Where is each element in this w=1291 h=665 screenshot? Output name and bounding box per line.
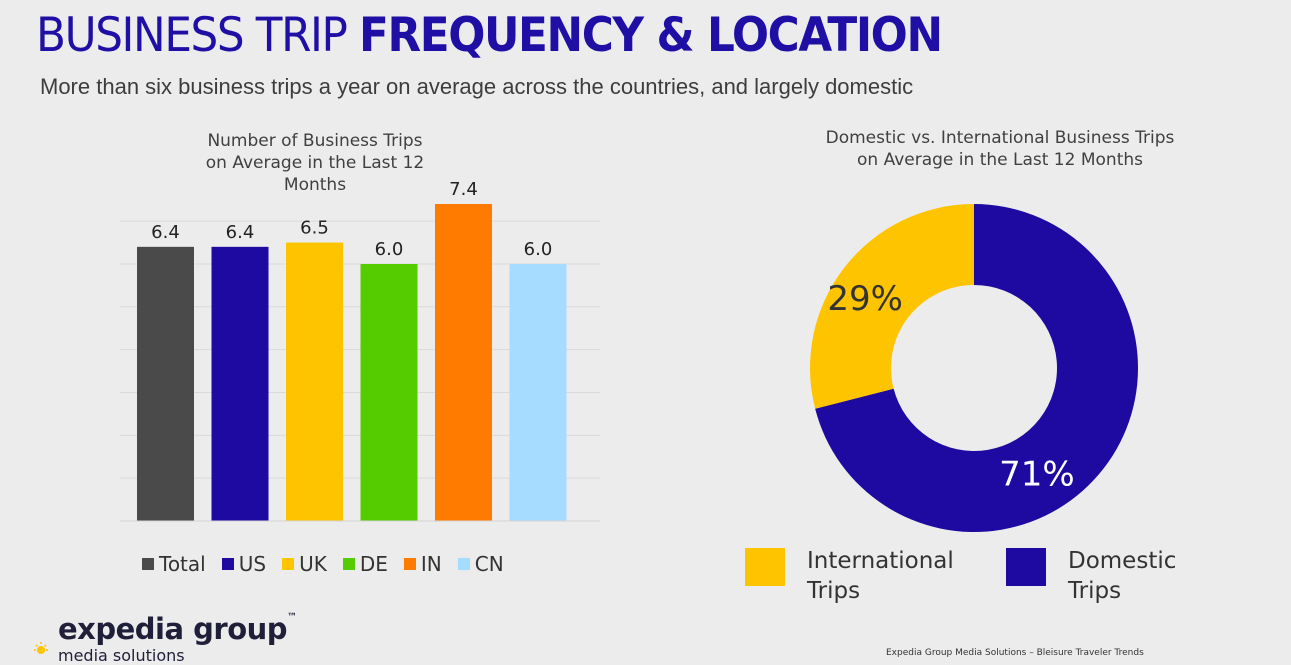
logo-subtitle: media solutions [58, 646, 185, 665]
page-title-part2: FREQUENCY & LOCATION [359, 8, 943, 63]
bar-value-label: 6.0 [375, 239, 404, 260]
legend-label-domestic: Domestic Trips [1068, 546, 1228, 606]
legend-label: Total [159, 552, 206, 576]
bar-de [360, 263, 418, 521]
bar-us [211, 246, 269, 522]
page-title-part1: BUSINESS TRIP [36, 8, 360, 63]
legend-swatch [457, 558, 470, 570]
bar-value-label: 6.5 [300, 218, 329, 239]
donut-label-international: 29% [827, 279, 903, 319]
legend-label-line: Trips [807, 578, 861, 604]
legend-item-de: DE [342, 552, 388, 576]
legend-swatch-international [745, 548, 785, 586]
bar-value-label: 6.0 [524, 239, 553, 260]
legend-item-us: US [221, 552, 267, 576]
legend-swatch [221, 558, 234, 570]
legend-swatch [282, 558, 295, 570]
bar-value-label: 7.4 [449, 179, 478, 200]
legend-label-line: Domestic [1068, 548, 1177, 574]
page-subtitle: More than six business trips a year on a… [40, 74, 914, 99]
legend-label: UK [299, 552, 327, 576]
page-title: BUSINESS TRIP FREQUENCY & LOCATION [36, 8, 943, 63]
bar-chart-legend: Total US UK DE IN CN [142, 552, 520, 576]
bar-chart-title-line: on Average in the Last 12 [205, 153, 425, 173]
footer-text: Expedia Group Media Solutions – Bleisure… [886, 648, 1144, 658]
donut-chart-title-line: on Average in the Last 12 Months [857, 150, 1143, 170]
donut-slice-international [810, 204, 974, 409]
bar-chart-title-line: Number of Business Trips [207, 131, 423, 151]
legend-label-international: International Trips [807, 546, 967, 606]
donut-chart-title: Domestic vs. International Business Trip… [780, 127, 1220, 171]
legend-swatch [142, 558, 154, 570]
legend-label: US [238, 552, 267, 576]
bar-in [435, 204, 492, 521]
legend-item-total: Total [142, 552, 206, 576]
legend-label: CN [474, 552, 504, 576]
legend-item-in: IN [403, 552, 442, 576]
logo-text: expedia group [58, 612, 288, 646]
legend-label: IN [420, 552, 442, 576]
donut-legend-international: International Trips [745, 546, 967, 606]
donut-slice-domestic [815, 204, 1138, 532]
legend-swatch [403, 558, 416, 570]
bar-cn [509, 263, 567, 521]
legend-label-line: Trips [1068, 578, 1122, 604]
sun-icon [34, 642, 48, 654]
legend-swatch [342, 558, 355, 570]
legend-label: DE [359, 552, 388, 576]
bar-value-label: 6.4 [151, 222, 180, 243]
bar-chart-title: Number of Business Trips on Average in t… [170, 130, 460, 196]
bar-total [137, 246, 194, 522]
donut-legend-domestic: Domestic Trips [1006, 546, 1228, 606]
bar-uk [286, 242, 343, 521]
donut-label-domestic: 71% [999, 455, 1075, 495]
legend-label-line: International [807, 548, 954, 574]
logo-trademark: ™ [287, 612, 297, 623]
legend-item-cn: CN [457, 552, 504, 576]
bar-value-label: 6.4 [226, 222, 255, 243]
bar-chart-title-line: Months [283, 175, 347, 195]
donut-chart-title-line: Domestic vs. International Business Trip… [825, 128, 1175, 148]
legend-item-uk: UK [282, 552, 327, 576]
legend-swatch-domestic [1006, 548, 1046, 586]
expedia-group-logo: expedia group™ [58, 612, 297, 646]
